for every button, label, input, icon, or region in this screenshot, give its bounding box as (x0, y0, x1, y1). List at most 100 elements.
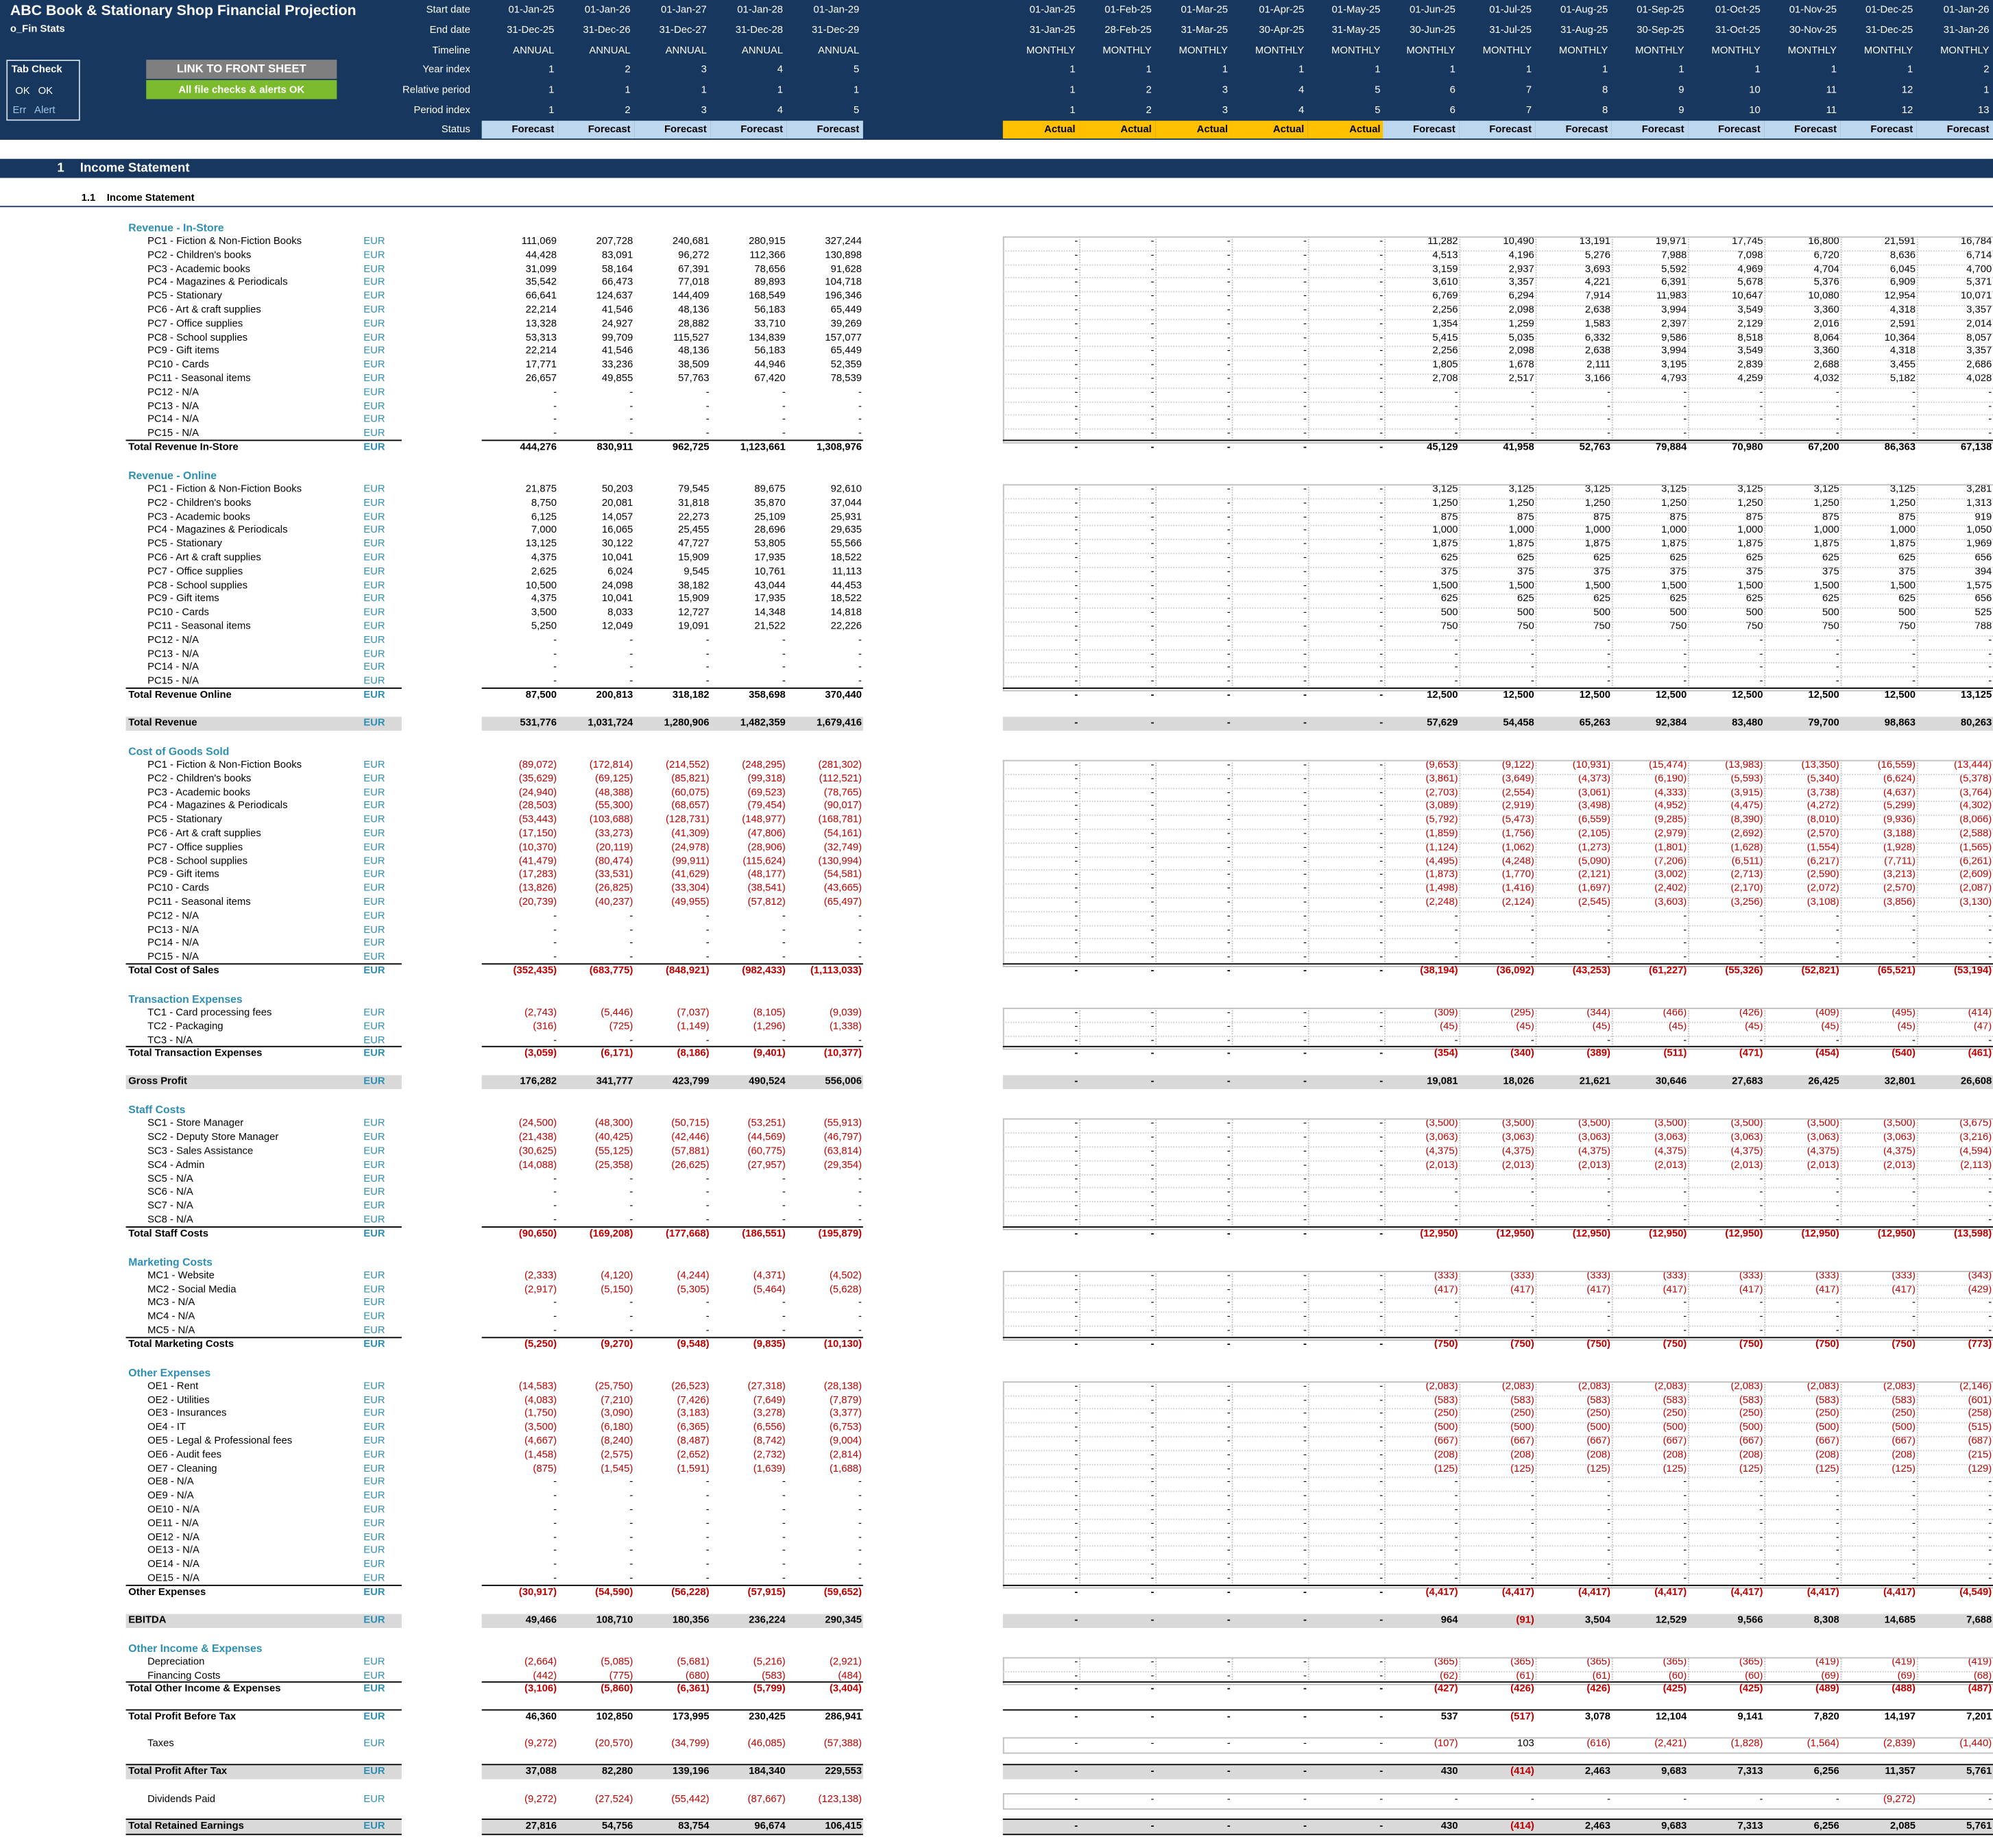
monthly-value: - (1150, 496, 1155, 509)
monthly-value: 375 (1440, 565, 1458, 577)
annual-value: (3,059) (524, 1047, 557, 1060)
monthly-value: - (1074, 827, 1078, 839)
annual-value: (248,295) (742, 758, 786, 770)
monthly-value: - (1530, 427, 1534, 439)
monthly-value: (55,326) (1725, 964, 1763, 976)
line-item-label: OE7 - Cleaning (147, 1462, 217, 1474)
monthly-timeline-cell: MONTHLY (1406, 44, 1456, 56)
monthly-value: 14,685 (1884, 1614, 1916, 1625)
annual-value: 92,610 (830, 483, 862, 495)
monthly-relative-cell: 10 (1749, 84, 1761, 96)
header-row-label: Year index (422, 63, 470, 75)
monthly-value: (1,062) (1501, 840, 1534, 853)
monthly-value: - (1074, 868, 1078, 880)
status-badge: Forecast (1840, 121, 1917, 139)
monthly-value: (5,090) (1578, 854, 1611, 866)
grid-line (1002, 897, 1993, 899)
monthly-start-cell: 01-Mar-25 (1181, 3, 1228, 16)
monthly-start-cell: 01-Feb-25 (1104, 3, 1152, 16)
total-band (125, 716, 402, 731)
status-badge: Forecast (1611, 121, 1689, 139)
monthly-end-cell: 30-Jun-25 (1410, 24, 1456, 36)
annual-value: (2,921) (829, 1655, 862, 1668)
grid-line (1611, 1381, 1613, 1586)
monthly-value: 70,980 (1732, 441, 1763, 453)
currency-label: EUR (363, 1558, 385, 1570)
annual-value: 1,280,906 (664, 716, 710, 729)
line-item-label: TC2 - Packaging (147, 1020, 224, 1032)
monthly-value: (5,792) (1425, 813, 1458, 825)
annual-value: - (782, 413, 786, 425)
currency-label: EUR (363, 633, 385, 646)
annual-value: 13,328 (525, 317, 557, 329)
currency-label: EUR (363, 1006, 385, 1019)
monthly-value: 1,000 (1661, 524, 1687, 536)
annual-start-cell: 01-Jan-25 (508, 3, 555, 16)
monthly-value: - (1683, 427, 1687, 439)
monthly-value: - (1379, 1006, 1384, 1019)
monthly-value: (489) (1815, 1683, 1839, 1695)
annual-value: - (858, 1572, 862, 1584)
line-item-label: MC2 - Social Media (147, 1282, 237, 1295)
grid-line (1002, 1546, 1993, 1548)
monthly-value: 6,294 (1508, 290, 1534, 302)
monthly-timeline-cell: MONTHLY (1331, 44, 1381, 56)
monthly-value: - (1379, 1710, 1384, 1723)
annual-value: (7,426) (677, 1394, 710, 1405)
annual-value: (103,688) (589, 813, 633, 825)
file-checks-status-button[interactable]: All file checks & alerts OK (146, 80, 337, 99)
monthly-value: 12,529 (1655, 1614, 1687, 1625)
annual-value: 7,000 (531, 524, 557, 536)
monthly-value: - (1988, 674, 1992, 687)
grid-line (1002, 814, 1993, 816)
monthly-value: - (1303, 840, 1307, 853)
annual-value: 52,359 (830, 358, 862, 370)
grid-line (1079, 1270, 1080, 1338)
monthly-value: - (1379, 813, 1384, 825)
monthly-value: - (1227, 1614, 1231, 1625)
annual-value: 173,995 (672, 1710, 710, 1723)
annual-value: (57,915) (747, 1585, 786, 1598)
monthly-value: (12,950) (1496, 1227, 1534, 1239)
monthly-value: 3,360 (1813, 304, 1839, 315)
monthly-value: 7,201 (1966, 1710, 1992, 1723)
monthly-value: - (1303, 1819, 1307, 1832)
monthly-value: - (1150, 1683, 1155, 1695)
monthly-value: 4,259 (1737, 372, 1763, 384)
annual-value: (1,688) (829, 1462, 862, 1474)
annual-value: 25,931 (830, 510, 862, 522)
monthly-value: (4,417) (1807, 1585, 1839, 1598)
annual-end-cell: 31-Dec-26 (583, 24, 631, 36)
monthly-value: - (1303, 317, 1307, 329)
monthly-value: 2,256 (1432, 304, 1458, 315)
monthly-value: - (1379, 840, 1384, 853)
currency-label: EUR (363, 565, 385, 577)
monthly-value: - (1454, 633, 1458, 646)
monthly-value: - (1303, 647, 1307, 659)
annual-value: (26,523) (671, 1380, 710, 1391)
annual-value: 318,182 (672, 688, 710, 701)
annual-value: (10,370) (518, 840, 557, 853)
monthly-value: - (1227, 964, 1231, 976)
monthly-value: - (1227, 1337, 1231, 1350)
annual-value: - (782, 1531, 786, 1543)
currency-label: EUR (363, 606, 385, 618)
annual-value: 12,049 (601, 620, 633, 632)
monthly-value: - (1607, 937, 1611, 949)
monthly-value: - (1227, 551, 1231, 563)
monthly-value: - (1759, 923, 1763, 935)
annual-value: 1,123,661 (740, 441, 786, 453)
monthly-value: - (1150, 951, 1155, 962)
monthly-value: - (1227, 882, 1231, 894)
grid-line (1231, 1270, 1233, 1338)
line-item-label: PC6 - Art & craft supplies (147, 304, 261, 315)
link-to-front-sheet-button[interactable]: LINK TO FRONT SHEET (146, 60, 337, 79)
annual-value: - (553, 633, 557, 646)
grid-line (1916, 1270, 1918, 1338)
monthly-value: 3,357 (1966, 345, 1992, 356)
monthly-value: - (1454, 951, 1458, 962)
annual-value: 22,214 (525, 304, 557, 315)
monthly-value: 27,683 (1732, 1075, 1763, 1087)
monthly-value: - (1227, 1075, 1231, 1087)
monthly-value: - (1303, 510, 1307, 522)
